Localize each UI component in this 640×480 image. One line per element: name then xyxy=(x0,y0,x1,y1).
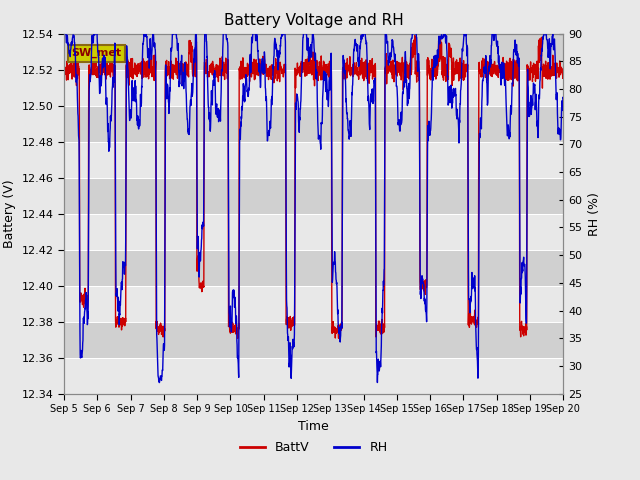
Bar xyxy=(64,286,563,322)
Bar xyxy=(64,142,563,178)
Bar xyxy=(64,250,563,286)
Bar xyxy=(64,34,563,70)
Text: SW_met: SW_met xyxy=(72,48,122,58)
Bar xyxy=(64,214,563,250)
Bar xyxy=(64,322,563,358)
X-axis label: Time: Time xyxy=(298,420,329,432)
Bar xyxy=(64,106,563,142)
Bar xyxy=(64,70,563,106)
Y-axis label: Battery (V): Battery (V) xyxy=(3,180,16,248)
Bar xyxy=(64,358,563,394)
Y-axis label: RH (%): RH (%) xyxy=(588,192,601,236)
Bar xyxy=(64,178,563,214)
Title: Battery Voltage and RH: Battery Voltage and RH xyxy=(224,13,403,28)
Legend: BattV, RH: BattV, RH xyxy=(235,436,392,459)
